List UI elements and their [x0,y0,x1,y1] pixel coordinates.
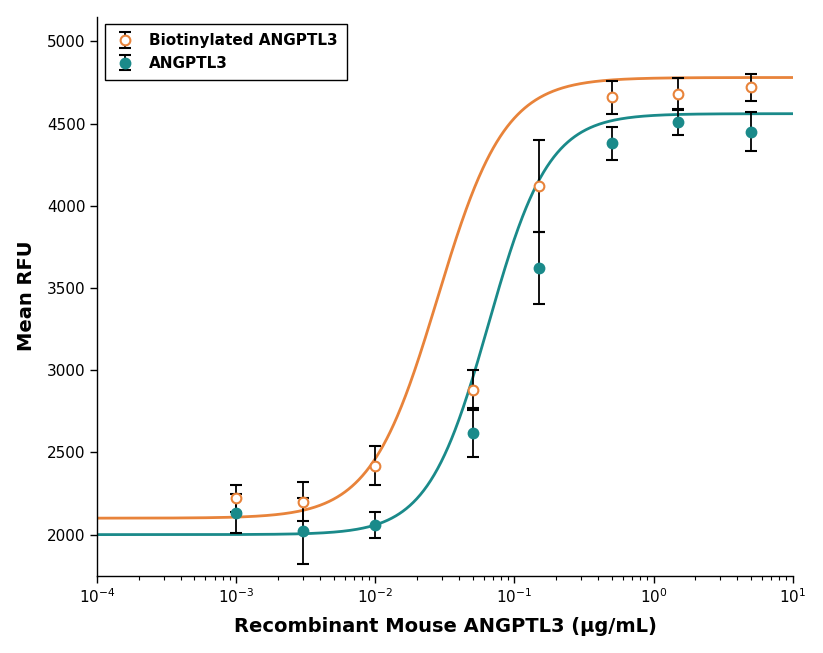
X-axis label: Recombinant Mouse ANGPTL3 (μg/mL): Recombinant Mouse ANGPTL3 (μg/mL) [234,617,657,636]
Legend: Biotinylated ANGPTL3, ANGPTL3: Biotinylated ANGPTL3, ANGPTL3 [105,24,347,80]
Y-axis label: Mean RFU: Mean RFU [16,241,35,351]
